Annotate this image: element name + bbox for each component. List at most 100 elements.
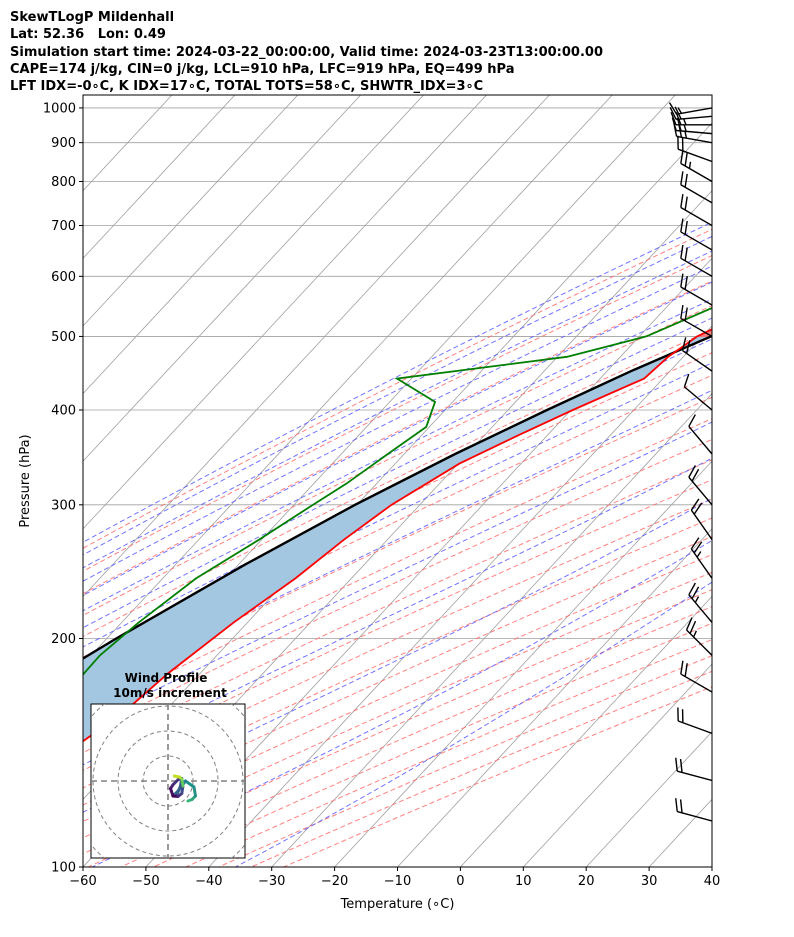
wind-barb (677, 135, 712, 163)
wind-barb (680, 660, 712, 693)
dry-adiabat-line (83, 305, 712, 616)
x-tick-label: −50 (132, 874, 159, 889)
dry-adiabat-line (83, 517, 712, 806)
wind-barb (680, 218, 712, 251)
hodograph-segment (172, 774, 181, 779)
x-tick-label: −20 (321, 874, 348, 889)
isotherm-line (585, 731, 712, 867)
chart-header: SkewTLogP Mildenhall Lat: 52.36 Lon: 0.4… (10, 9, 603, 95)
moist-adiabat-line (83, 265, 712, 582)
wind-barb (668, 102, 712, 115)
moist-adiabat-line (83, 221, 712, 543)
hodograph-title: Wind Profile (125, 671, 208, 685)
moist-adiabat-line (92, 539, 712, 867)
temperature-line (83, 328, 712, 743)
isotherm-line (397, 528, 712, 867)
isotherm-line (83, 95, 425, 462)
isotherm-line (83, 95, 613, 665)
hodograph-segment (175, 784, 182, 797)
wind-barb (688, 582, 712, 623)
x-tick-label: 40 (704, 874, 721, 889)
wind-barb (680, 171, 712, 204)
hodograph-ring (117, 730, 219, 832)
isotherm-line (83, 95, 488, 530)
dry-adiabat-line (83, 255, 712, 572)
hodograph-segment (184, 779, 196, 789)
moist-adiabat-line (235, 581, 712, 867)
wind-barb (690, 537, 712, 579)
y-tick-label: 300 (51, 498, 76, 513)
dewpoint-line (83, 307, 712, 676)
location-line: Lat: 52.36 Lon: 0.49 (10, 27, 166, 43)
moist-adiabat-line (83, 421, 712, 728)
isotherm-line (460, 595, 712, 867)
y-tick-label: 900 (51, 136, 76, 151)
wind-barb (671, 117, 712, 135)
wind-barb (677, 707, 712, 734)
moist-adiabat-line (83, 497, 712, 813)
wind-barb (690, 498, 712, 540)
hodograph-segment (192, 785, 197, 798)
wind-barb (670, 111, 712, 126)
isotherm-line (83, 95, 236, 259)
wind-barb (681, 337, 712, 372)
x-axis-label: Temperature (∘C) (340, 897, 455, 912)
y-tick-label: 400 (51, 403, 76, 418)
y-tick-label: 100 (51, 861, 76, 876)
isotherm-line (83, 95, 550, 598)
isotherm-line (145, 257, 712, 867)
dry-adiabat-line (283, 686, 712, 867)
time-line: Simulation start time: 2024-03-22_00:00:… (10, 44, 603, 60)
isotherm-line (523, 663, 712, 867)
chart-title: SkewTLogP Mildenhall (10, 10, 175, 25)
y-tick-label: 1000 (43, 101, 76, 116)
isotherm-line (775, 92, 794, 867)
wind-barb (680, 244, 712, 277)
wind-barb (680, 194, 712, 227)
isotherm-line (334, 460, 712, 867)
dry-adiabat-line (83, 228, 712, 549)
wind-barb (680, 304, 712, 338)
isotherm-line (83, 95, 362, 395)
wind-barb (675, 757, 712, 782)
wind-barb (675, 798, 712, 822)
wind-barb (688, 414, 712, 455)
x-tick-label: 20 (578, 874, 595, 889)
dry-adiabat-line (251, 670, 712, 867)
index-line: LFT IDX=-0∘C, K IDX=17∘C, TOTAL TOTS=58∘… (10, 79, 484, 95)
y-tick-label: 800 (51, 175, 76, 190)
x-tick-label: 10 (515, 874, 532, 889)
y-axis-label: Pressure (hPa) (18, 434, 33, 527)
y-tick-label: 700 (51, 219, 76, 234)
isotherm-line (271, 392, 712, 867)
dry-adiabat-line (83, 459, 712, 754)
wind-barb (688, 465, 712, 506)
isotherm-line (208, 325, 712, 867)
wind-barb (669, 106, 712, 121)
cape-line: CAPE=174 j/kg, CIN=0 j/kg, LCL=910 hPa, … (10, 61, 515, 77)
wind-barb (680, 273, 712, 306)
dry-adiabat-line (83, 374, 712, 678)
y-tick-label: 600 (51, 270, 76, 285)
dry-adiabat-line (83, 280, 712, 595)
dry-adiabat-line (83, 418, 712, 717)
y-tick-label: 200 (51, 632, 76, 647)
wind-barb (683, 373, 712, 411)
isotherm-line (711, 866, 712, 867)
isotherm-line (83, 95, 299, 327)
x-tick-label: −40 (195, 874, 222, 889)
dry-adiabat-line (153, 622, 712, 867)
dry-adiabat-line (83, 535, 712, 823)
isotherm-line (83, 95, 676, 733)
moist-adiabat-line (83, 389, 712, 696)
x-tick-label: 0 (456, 874, 464, 889)
x-tick-label: −30 (258, 874, 285, 889)
mixing-ratio-line (712, 92, 794, 282)
parcel-profile-line (83, 334, 712, 660)
hodograph-subtitle: 10m/s increment (113, 686, 227, 700)
x-tick-label: 30 (641, 874, 658, 889)
wind-barb (680, 150, 712, 183)
dry-adiabat-line (83, 498, 712, 789)
y-tick-label: 500 (51, 330, 76, 345)
